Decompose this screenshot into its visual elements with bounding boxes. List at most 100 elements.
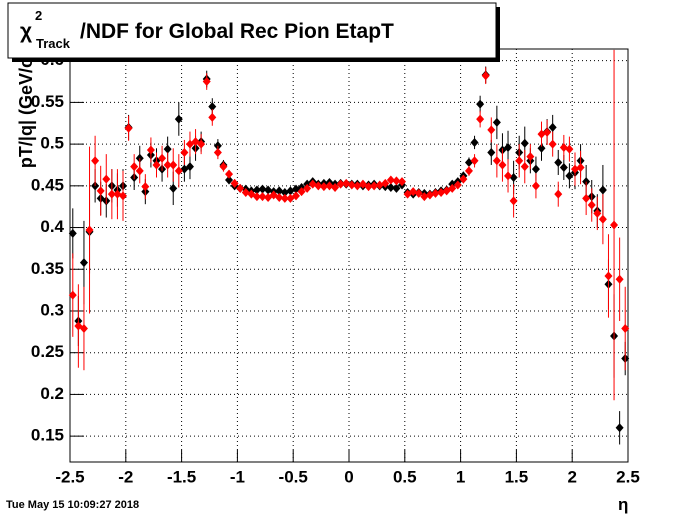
marker [464, 166, 473, 176]
marker [364, 182, 373, 192]
marker [520, 162, 529, 172]
x-tick-label: -1 [230, 467, 245, 486]
marker [548, 122, 557, 132]
marker [331, 183, 340, 193]
marker [543, 127, 552, 137]
marker [96, 186, 105, 196]
y-tick-label: 0.55 [31, 92, 64, 111]
x-tick-label: 0.5 [393, 467, 417, 486]
marker [610, 220, 619, 230]
marker [582, 193, 591, 203]
marker [208, 102, 217, 112]
x-tick-label: 2.5 [616, 467, 640, 486]
marker [386, 175, 395, 185]
marker [152, 160, 161, 170]
marker [559, 142, 568, 152]
marker [68, 290, 77, 300]
title-box [7, 2, 497, 59]
x-axis-label: η [618, 495, 628, 514]
marker [509, 196, 518, 206]
marker [509, 172, 518, 182]
marker [252, 192, 261, 202]
title-subscript: Track [36, 36, 71, 51]
marker [291, 191, 300, 201]
marker [169, 183, 178, 193]
marker [275, 193, 284, 203]
y-tick-label: 0.3 [40, 300, 64, 319]
marker [325, 181, 334, 191]
marker [504, 171, 513, 181]
timestamp: Tue May 15 10:09:27 2018 [6, 499, 139, 511]
marker [470, 156, 479, 166]
title-superscript: 2 [35, 8, 42, 23]
marker [124, 123, 133, 133]
marker [615, 274, 624, 284]
marker [141, 182, 150, 192]
y-tick-label: 0.4 [40, 217, 64, 236]
marker [185, 162, 194, 172]
marker [386, 183, 395, 193]
marker [598, 185, 607, 195]
y-tick-label: 0.35 [31, 259, 64, 278]
marker [275, 186, 284, 196]
marker [431, 188, 440, 198]
marker [107, 189, 116, 199]
marker [342, 178, 351, 188]
marker [470, 137, 479, 147]
x-tick-label: 0 [344, 467, 353, 486]
marker [487, 147, 496, 157]
marker [531, 181, 540, 191]
marker [414, 188, 423, 198]
marker [448, 183, 457, 193]
y-tick-label: 0.25 [31, 342, 64, 361]
marker [286, 186, 295, 196]
y-axis-label: pT/|q| (GeV/c) [16, 52, 36, 168]
marker [425, 190, 434, 200]
marker [476, 99, 485, 109]
marker [459, 174, 468, 184]
y-tick-label: 0.5 [40, 134, 64, 153]
marker [319, 182, 328, 192]
marker [174, 166, 183, 176]
marker [554, 189, 563, 199]
title-symbol: χ [20, 20, 32, 43]
marker [303, 183, 312, 193]
marker [119, 191, 128, 201]
x-tick-label: -2.5 [55, 467, 84, 486]
marker [225, 175, 234, 185]
marker [398, 177, 407, 187]
marker [464, 157, 473, 167]
marker [236, 183, 245, 193]
y-tick-label: 0.45 [31, 175, 64, 194]
marker [180, 147, 189, 157]
marker [252, 185, 261, 195]
y-tick-label: 0.15 [31, 426, 64, 445]
marker [336, 179, 345, 189]
marker [515, 156, 524, 166]
marker [230, 178, 239, 188]
marker [158, 153, 167, 163]
marker [225, 169, 234, 179]
marker [381, 178, 390, 188]
plot-area: 0.150.20.250.30.350.40.450.50.550.6-2.5-… [31, 48, 640, 486]
marker [492, 156, 501, 166]
marker [498, 160, 507, 170]
marker [219, 162, 228, 172]
marker [537, 143, 546, 153]
marker [79, 324, 88, 334]
marker [375, 180, 384, 190]
marker [409, 187, 418, 197]
marker [258, 192, 267, 202]
marker [492, 117, 501, 127]
marker [392, 176, 401, 186]
marker [531, 164, 540, 174]
marker [526, 152, 535, 162]
marker [264, 185, 273, 195]
marker [615, 423, 624, 433]
marker [130, 162, 139, 172]
marker [197, 139, 206, 149]
marker [520, 138, 529, 148]
marker [241, 188, 250, 198]
marker [598, 214, 607, 224]
marker [392, 183, 401, 193]
